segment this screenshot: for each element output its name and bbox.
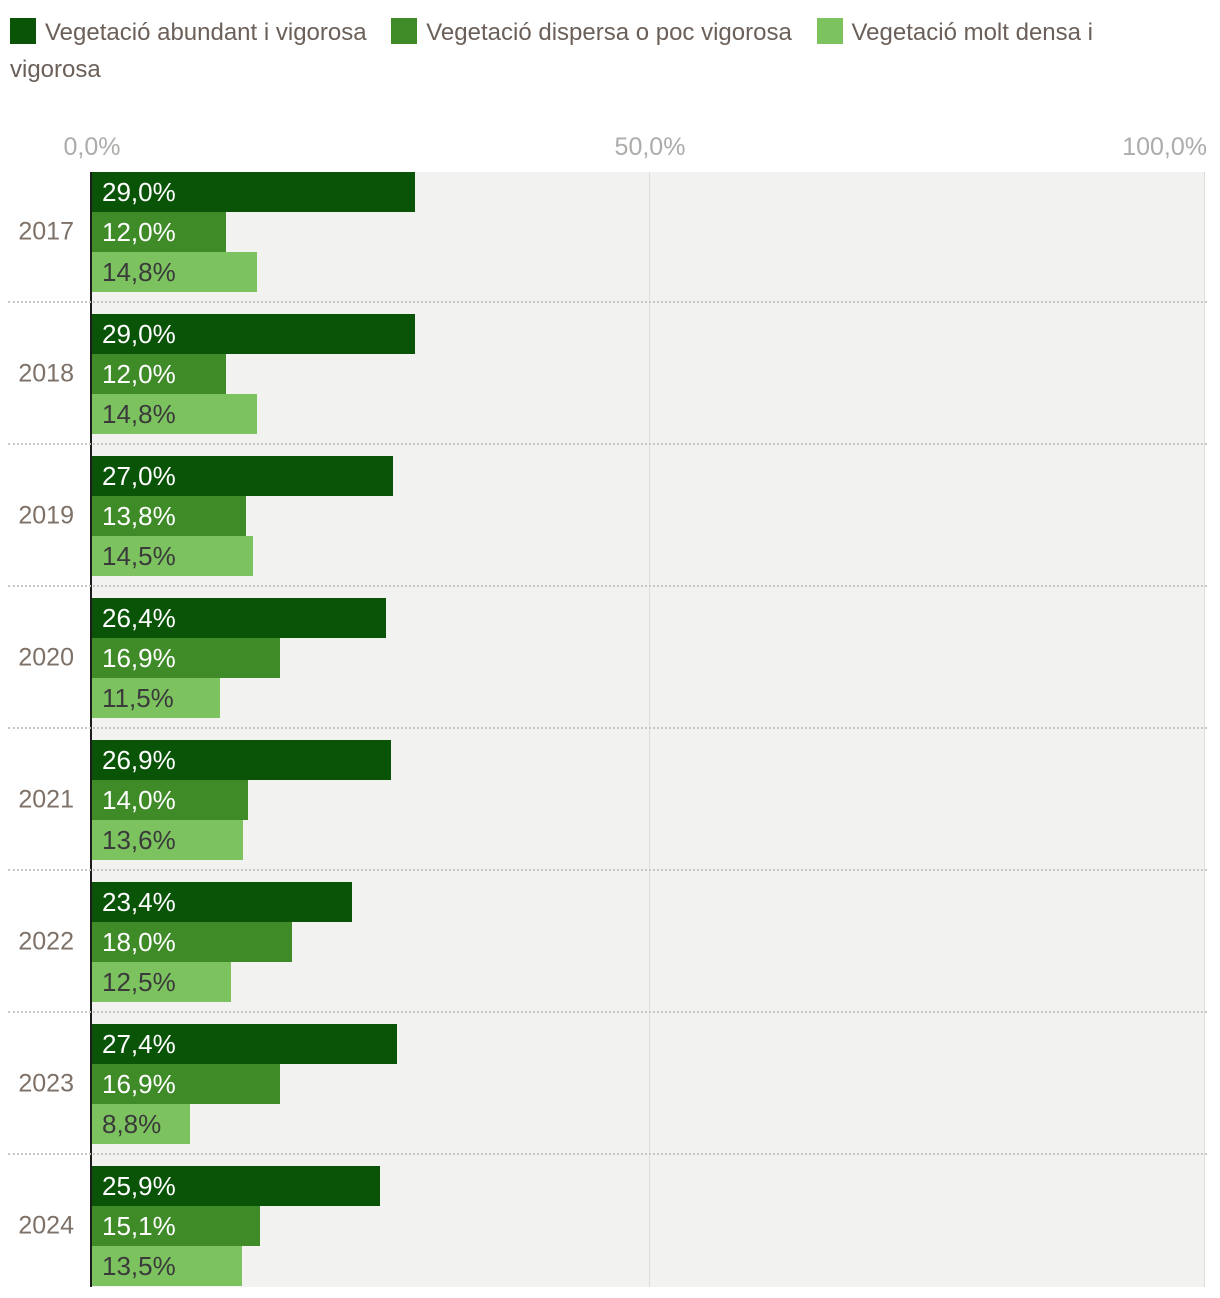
bar-value-label: 18,0% [102,927,176,957]
group-separator [8,1153,1207,1155]
bar-2017-series2: 12,0% [92,212,226,252]
year-label-2020: 2020 [18,643,74,672]
bar-value-label: 26,9% [102,745,176,775]
bar-2024-series3: 13,5% [92,1246,243,1286]
legend-item-dispersa: Vegetació dispersa o poc vigorosa [391,18,792,46]
year-label-2019: 2019 [18,501,74,530]
group-separator [8,585,1207,587]
year-label-2024: 2024 [18,1211,74,1240]
group-separator [8,301,1207,303]
bar-2021-series2: 14,0% [92,780,248,820]
bar-2021-series3: 13,6% [92,820,244,860]
bar-value-label: 29,0% [102,319,176,349]
group-separator [8,727,1207,729]
bar-value-label: 27,0% [102,461,176,491]
bar-2020-series3: 11,5% [92,678,220,718]
legend-swatch-abundant-icon [10,18,36,44]
bar-value-label: 12,0% [102,217,176,247]
x-axis-tick-50: 50,0% [614,133,686,161]
legend-label-dispersa: Vegetació dispersa o poc vigorosa [426,19,792,46]
bar-2019-series1: 27,0% [92,456,393,496]
bar-value-label: 8,8% [102,1109,162,1139]
group-separator [8,1011,1207,1013]
gridline-100 [1204,172,1205,1287]
bar-2022-series2: 18,0% [92,922,293,962]
bar-2020-series2: 16,9% [92,638,281,678]
bar-2023-series2: 16,9% [92,1064,281,1104]
x-axis: 0,0% 50,0% 100,0% [0,133,1220,165]
bar-2018-series2: 12,0% [92,354,226,394]
bar-value-label: 25,9% [102,1171,176,1201]
bar-value-label: 14,8% [102,399,176,429]
bar-2023-series3: 8,8% [92,1104,190,1144]
bar-2024-series2: 15,1% [92,1206,261,1246]
legend-label-densa: Vegetació molt densa i vigorosa [10,19,1093,83]
bar-value-label: 13,5% [102,1251,176,1281]
bar-value-label: 13,8% [102,501,176,531]
legend-item-abundant: Vegetació abundant i vigorosa [10,18,367,46]
x-axis-tick-100: 100,0% [1122,133,1207,161]
bar-2023-series1: 27,4% [92,1024,397,1064]
bar-2019-series3: 14,5% [92,536,254,576]
bar-value-label: 26,4% [102,603,176,633]
bar-value-label: 13,6% [102,825,176,855]
bar-value-label: 27,4% [102,1029,176,1059]
bar-value-label: 23,4% [102,887,176,917]
bar-2022-series1: 23,4% [92,882,353,922]
bar-2017-series1: 29,0% [92,172,415,212]
year-label-2021: 2021 [18,785,74,814]
bar-2020-series1: 26,4% [92,598,386,638]
bar-value-label: 14,0% [102,785,176,815]
plot-area: 29,0% 12,0% 14,8% 29,0% 12,0% 14,8% 27,0% 13,8%… [90,172,1205,1287]
year-label-2018: 2018 [18,359,74,388]
bar-2018-series1: 29,0% [92,314,415,354]
y-axis-line [90,172,92,1287]
chart-legend: Vegetació abundant i vigorosa Vegetació … [10,14,1165,88]
legend-item-densa: Vegetació molt densa i vigorosa [10,18,1093,83]
bar-value-label: 29,0% [102,177,176,207]
bar-2018-series3: 14,8% [92,394,257,434]
bar-2024-series1: 25,9% [92,1166,381,1206]
bar-value-label: 14,5% [102,541,176,571]
legend-swatch-dispersa-icon [391,18,418,44]
gridline-50 [649,172,650,1287]
bar-2019-series2: 13,8% [92,496,246,536]
legend-swatch-densa-icon [816,18,843,44]
group-separator [8,869,1207,871]
group-separator [8,443,1207,445]
bar-2017-series3: 14,8% [92,252,257,292]
legend-label-abundant: Vegetació abundant i vigorosa [45,19,367,46]
bar-value-label: 16,9% [102,643,176,673]
bar-2022-series3: 12,5% [92,962,232,1002]
bar-value-label: 12,5% [102,967,176,997]
bar-value-label: 15,1% [102,1211,176,1241]
year-label-2023: 2023 [18,1069,74,1098]
bar-value-label: 14,8% [102,257,176,287]
x-axis-tick-0: 0,0% [63,133,121,161]
bar-value-label: 16,9% [102,1069,176,1099]
year-label-2022: 2022 [18,927,74,956]
bar-2021-series1: 26,9% [92,740,392,780]
bar-value-label: 11,5% [102,683,174,713]
year-label-2017: 2017 [18,217,74,246]
bar-value-label: 12,0% [102,359,176,389]
